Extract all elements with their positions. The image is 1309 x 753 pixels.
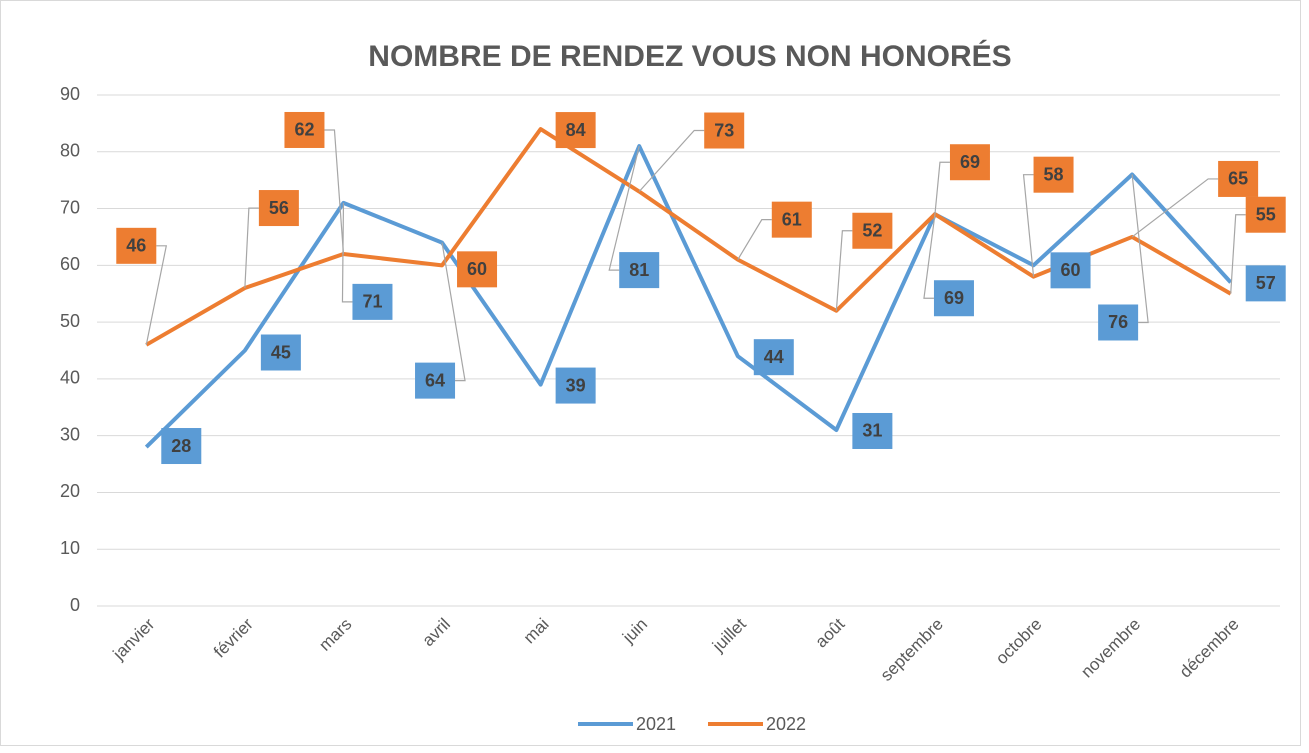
leader-line — [835, 230, 853, 311]
data-label: 71 — [362, 292, 382, 312]
leader-line — [638, 129, 705, 192]
label-box — [753, 339, 794, 376]
y-tick-label: 80 — [60, 141, 80, 161]
y-tick-label: 0 — [70, 595, 80, 615]
leader-line — [608, 145, 640, 271]
label-box — [260, 334, 301, 371]
label-box — [415, 362, 456, 399]
chart-title: NOMBRE DE RENDEZ VOUS NON HONORÉS — [368, 39, 1011, 73]
data-label: 84 — [566, 120, 586, 140]
label-box — [284, 111, 325, 148]
data-label: 55 — [1256, 204, 1276, 224]
label-box — [1050, 252, 1091, 289]
data-label: 81 — [629, 260, 649, 280]
legend-label: 2022 — [766, 714, 806, 734]
data-label: 57 — [1256, 273, 1276, 293]
label-box — [852, 412, 893, 449]
label-box — [1245, 265, 1286, 302]
leader-line — [324, 129, 345, 255]
data-label: 60 — [1061, 260, 1081, 280]
data-label: 44 — [764, 347, 784, 367]
label-box — [1033, 156, 1074, 193]
label-box — [619, 252, 660, 289]
line-series — [144, 144, 1233, 449]
data-label: 69 — [944, 288, 964, 308]
y-tick-label: 90 — [60, 84, 80, 104]
leader-line — [1131, 178, 1219, 238]
label-box — [704, 112, 745, 149]
legend-label: 2021 — [636, 714, 676, 734]
label-box — [161, 428, 202, 465]
data-label: 64 — [425, 370, 445, 390]
label-box — [555, 112, 596, 149]
data-label: 28 — [171, 436, 191, 456]
y-tick-label: 60 — [60, 254, 80, 274]
data-label: 46 — [126, 236, 146, 256]
data-label: 31 — [862, 421, 882, 441]
leader-line — [934, 161, 950, 215]
label-box — [933, 280, 974, 317]
line-series — [145, 127, 1232, 347]
data-label: 61 — [782, 209, 802, 229]
label-box — [949, 144, 990, 181]
y-tick-label: 50 — [60, 311, 80, 331]
leader-line — [923, 214, 936, 299]
label-box — [771, 201, 812, 238]
label-box — [555, 367, 596, 404]
label-box — [852, 212, 893, 249]
leader-line — [441, 242, 466, 382]
y-tick-label: 20 — [60, 481, 80, 501]
data-label: 56 — [269, 198, 289, 218]
label-box — [457, 251, 498, 288]
y-tick-label: 40 — [60, 368, 80, 388]
y-tick-label: 10 — [60, 538, 80, 558]
leader-line — [737, 219, 772, 260]
data-label: 65 — [1228, 169, 1248, 189]
label-box — [116, 227, 157, 264]
data-label: 39 — [566, 375, 586, 395]
label-box — [352, 283, 393, 320]
leader-line — [244, 207, 259, 289]
leader-line — [1230, 214, 1246, 294]
label-box — [1218, 160, 1259, 197]
data-label: 60 — [467, 259, 487, 279]
y-tick-label: 30 — [60, 424, 80, 444]
label-box — [1245, 196, 1286, 233]
data-label: 76 — [1108, 312, 1128, 332]
data-label: 73 — [714, 120, 734, 140]
leader-line — [145, 245, 168, 345]
leader-line — [341, 202, 353, 303]
data-label: 69 — [960, 152, 980, 172]
leader-line — [1022, 174, 1035, 277]
label-box — [258, 190, 299, 227]
leader-line — [1131, 174, 1149, 324]
y-tick-label: 70 — [60, 197, 80, 217]
data-label: 58 — [1044, 164, 1064, 184]
data-label: 52 — [862, 221, 882, 241]
data-label: 62 — [294, 120, 314, 140]
label-box — [1098, 304, 1139, 341]
data-label: 45 — [271, 342, 291, 362]
